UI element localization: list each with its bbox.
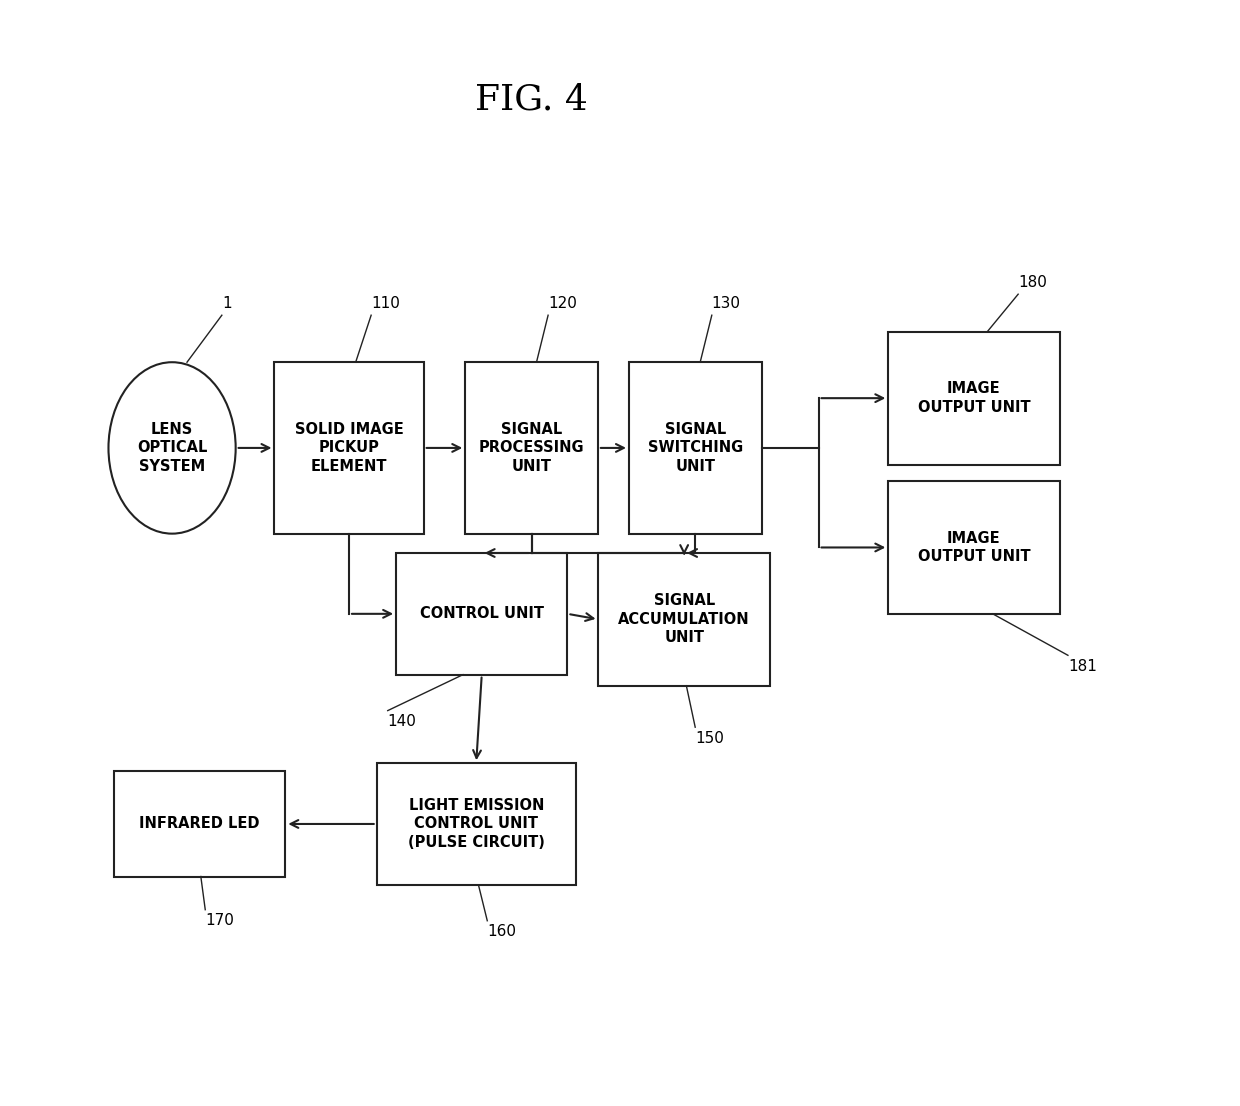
- Text: CONTROL UNIT: CONTROL UNIT: [420, 606, 544, 622]
- Bar: [629, 363, 761, 534]
- Bar: [888, 481, 1060, 614]
- Bar: [114, 772, 285, 876]
- Text: IMAGE
OUTPUT UNIT: IMAGE OUTPUT UNIT: [918, 531, 1030, 564]
- Text: SIGNAL
ACCUMULATION
UNIT: SIGNAL ACCUMULATION UNIT: [619, 593, 750, 646]
- Text: 170: 170: [206, 914, 234, 928]
- Text: SOLID IMAGE
PICKUP
ELEMENT: SOLID IMAGE PICKUP ELEMENT: [295, 421, 403, 474]
- Ellipse shape: [108, 363, 236, 534]
- Text: LIGHT EMISSION
CONTROL UNIT
(PULSE CIRCUIT): LIGHT EMISSION CONTROL UNIT (PULSE CIRCU…: [408, 797, 544, 851]
- Bar: [274, 363, 424, 534]
- Bar: [465, 363, 598, 534]
- Bar: [599, 553, 770, 686]
- Text: 110: 110: [371, 295, 401, 311]
- Text: 120: 120: [548, 295, 577, 311]
- Bar: [396, 553, 568, 675]
- Text: INFRARED LED: INFRARED LED: [139, 816, 260, 832]
- Text: SIGNAL
PROCESSING
UNIT: SIGNAL PROCESSING UNIT: [479, 421, 584, 474]
- Bar: [377, 763, 575, 885]
- Text: SIGNAL
SWITCHING
UNIT: SIGNAL SWITCHING UNIT: [647, 421, 743, 474]
- Text: 180: 180: [1018, 275, 1047, 291]
- Text: 130: 130: [712, 295, 740, 311]
- Bar: [888, 332, 1060, 465]
- Text: 140: 140: [388, 714, 417, 729]
- Text: 181: 181: [1068, 659, 1097, 675]
- Text: 150: 150: [696, 731, 724, 747]
- Text: IMAGE
OUTPUT UNIT: IMAGE OUTPUT UNIT: [918, 382, 1030, 415]
- Text: FIG. 4: FIG. 4: [475, 83, 588, 116]
- Text: 160: 160: [487, 925, 516, 939]
- Text: 1: 1: [222, 295, 232, 311]
- Text: LENS
OPTICAL
SYSTEM: LENS OPTICAL SYSTEM: [136, 421, 207, 474]
